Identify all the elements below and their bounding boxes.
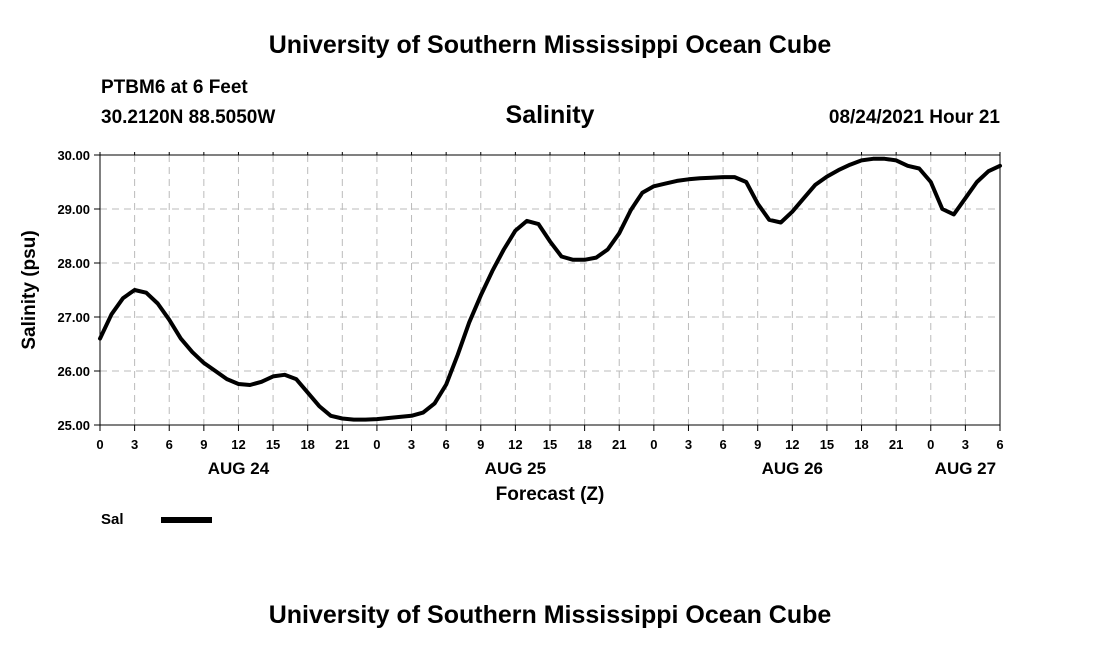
x-tick-label: 12 — [508, 437, 522, 452]
x-tick-label: 18 — [300, 437, 314, 452]
x-tick-label: 9 — [477, 437, 484, 452]
x-day-label: AUG 27 — [935, 459, 996, 478]
y-tick-label: 30.00 — [57, 148, 90, 163]
y-axis-label: Salinity (psu) — [19, 230, 40, 349]
y-tick-label: 28.00 — [57, 256, 90, 271]
series-line-sal — [98, 156, 1002, 422]
x-tick-label: 9 — [200, 437, 207, 452]
forecast-datetime: 08/24/2021 Hour 21 — [828, 107, 1000, 128]
x-tick-label: 21 — [335, 437, 349, 452]
x-tick-label: 15 — [266, 437, 280, 452]
x-tick-label: 6 — [996, 437, 1003, 452]
x-tick-label: 3 — [685, 437, 692, 452]
chart-org-title: University of Southern Mississippi Ocean… — [268, 31, 832, 59]
y-tick-label: 27.00 — [57, 310, 90, 325]
legend-label: Sal — [101, 511, 124, 528]
axis-ticks — [94, 152, 1001, 431]
x-tick-label: 6 — [443, 437, 450, 452]
grid — [100, 155, 1000, 425]
tick-labels: 25.00 26.00 27.00 28.00 29.00 30.00 0 3 6 9 12 15 18… — [57, 148, 1003, 478]
x-tick-label: 21 — [889, 437, 903, 452]
station-coordinates: 30.2120N 88.5050W — [101, 107, 276, 128]
x-day-label: AUG 25 — [485, 459, 546, 478]
x-tick-label: 18 — [854, 437, 868, 452]
x-tick-label: 0 — [927, 437, 934, 452]
y-tick-label: 25.00 — [57, 418, 90, 433]
x-day-label: AUG 24 — [208, 459, 270, 478]
x-tick-label: 6 — [166, 437, 173, 452]
x-tick-label: 15 — [543, 437, 557, 452]
x-tick-label: 21 — [612, 437, 626, 452]
x-day-label: AUG 26 — [762, 459, 823, 478]
chart-title: Salinity — [505, 101, 595, 129]
x-tick-label: 12 — [785, 437, 799, 452]
y-tick-label: 29.00 — [57, 202, 90, 217]
x-tick-label: 12 — [231, 437, 245, 452]
x-tick-label: 9 — [754, 437, 761, 452]
x-tick-label: 0 — [650, 437, 657, 452]
x-tick-label: 15 — [820, 437, 834, 452]
legend-line-swatch — [161, 517, 212, 523]
y-tick-label: 26.00 — [57, 364, 90, 379]
x-tick-label: 0 — [96, 437, 103, 452]
x-tick-label: 0 — [373, 437, 380, 452]
x-tick-label: 18 — [577, 437, 591, 452]
series — [98, 156, 1002, 422]
x-tick-label: 3 — [131, 437, 138, 452]
station-name: PTBM6 at 6 Feet — [101, 77, 248, 98]
x-tick-label: 6 — [719, 437, 726, 452]
footer-org-title: University of Southern Mississippi Ocean… — [268, 601, 832, 629]
x-tick-label: 3 — [962, 437, 969, 452]
x-tick-label: 3 — [408, 437, 415, 452]
x-axis-label: Forecast (Z) — [496, 484, 605, 505]
